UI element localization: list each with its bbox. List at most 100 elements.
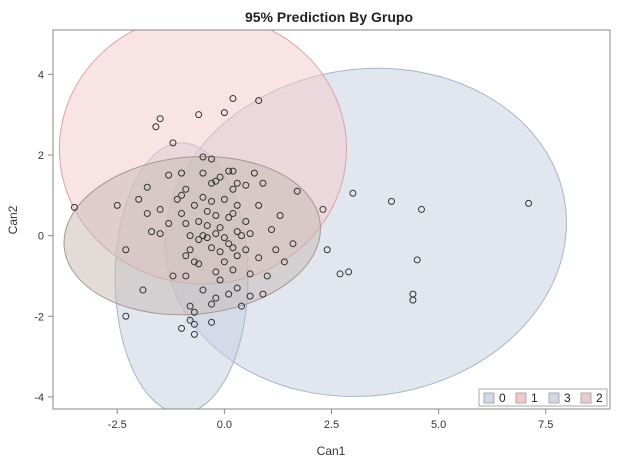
data-point <box>289 240 297 248</box>
data-point <box>220 258 228 266</box>
data-point <box>195 111 203 119</box>
data-point <box>263 272 271 280</box>
data-point <box>199 193 207 201</box>
data-point <box>182 220 190 228</box>
data-point <box>195 260 203 268</box>
data-point <box>229 185 237 193</box>
data-point <box>417 205 425 213</box>
legend-swatch-0 <box>483 392 495 404</box>
data-point <box>143 209 151 217</box>
data-point <box>195 236 203 244</box>
data-point <box>413 256 421 264</box>
chart-title: 95% Prediction By Grupo <box>245 9 413 25</box>
data-point <box>259 290 267 298</box>
data-point <box>156 115 164 123</box>
data-point <box>293 187 301 195</box>
data-point <box>122 312 130 320</box>
legend-label-1: 1 <box>531 391 538 405</box>
data-point <box>319 205 327 213</box>
data-point <box>212 211 220 219</box>
data-point <box>208 300 216 308</box>
y-tick-label: 0 <box>38 231 44 243</box>
data-point <box>190 308 198 316</box>
data-point <box>216 248 224 256</box>
data-point <box>255 97 263 105</box>
x-axis-label: Can1 <box>317 444 346 458</box>
data-point <box>238 232 246 240</box>
data-point <box>208 179 216 187</box>
data-point <box>208 197 216 205</box>
data-point <box>113 201 121 209</box>
data-point <box>186 316 194 324</box>
data-point <box>216 276 224 284</box>
data-point <box>199 169 207 177</box>
data-point <box>182 252 190 260</box>
prediction-ellipse-group-2 <box>63 156 321 316</box>
legend-label-2: 2 <box>596 391 603 405</box>
data-point <box>178 169 186 177</box>
data-point <box>387 197 395 205</box>
data-point <box>255 254 263 262</box>
data-point <box>203 234 211 242</box>
x-tick-label: 7.5 <box>538 419 553 431</box>
data-point <box>280 258 288 266</box>
data-point <box>323 246 331 254</box>
x-tick-label: 2.5 <box>324 419 339 431</box>
data-point <box>199 232 207 240</box>
data-point <box>182 272 190 280</box>
data-point <box>212 268 220 276</box>
data-point <box>203 222 211 230</box>
data-point <box>229 95 237 103</box>
data-point <box>229 266 237 274</box>
legend: 0 1 3 2 <box>478 388 608 407</box>
data-point <box>190 320 198 328</box>
data-point <box>190 258 198 266</box>
data-point <box>169 272 177 280</box>
data-point <box>220 195 228 203</box>
data-point <box>238 302 246 310</box>
data-point <box>186 232 194 240</box>
data-point <box>246 230 254 238</box>
data-point <box>199 286 207 294</box>
data-point <box>336 270 344 278</box>
data-point <box>409 296 417 304</box>
data-point <box>148 228 156 236</box>
data-point <box>233 201 241 209</box>
data-point <box>272 246 280 254</box>
legend-label-0: 0 <box>499 391 506 405</box>
data-point <box>122 246 130 254</box>
data-point <box>246 292 254 300</box>
x-tick-label: 5.0 <box>431 419 446 431</box>
x-tick-label: -2.5 <box>108 419 127 431</box>
data-point <box>156 230 164 238</box>
y-tick-label: 2 <box>38 150 44 162</box>
data-point <box>208 318 216 326</box>
data-point <box>233 179 241 187</box>
data-point <box>186 246 194 254</box>
data-point <box>246 270 254 278</box>
data-point <box>135 195 143 203</box>
data-point <box>182 185 190 193</box>
y-tick-label: -2 <box>34 311 44 323</box>
data-point <box>139 286 147 294</box>
data-point <box>212 230 220 238</box>
data-point <box>165 171 173 179</box>
legend-swatch-3 <box>548 392 560 404</box>
data-point <box>152 123 160 131</box>
data-point <box>190 201 198 209</box>
data-point <box>276 211 284 219</box>
data-point <box>199 153 207 161</box>
data-point <box>195 218 203 226</box>
data-point <box>203 207 211 215</box>
data-point <box>190 330 198 338</box>
data-point <box>242 181 250 189</box>
data-point <box>220 109 228 117</box>
data-point <box>212 294 220 302</box>
data-point <box>229 167 237 175</box>
data-point <box>349 189 357 197</box>
data-point <box>229 209 237 217</box>
data-point <box>216 224 224 232</box>
data-point <box>173 195 181 203</box>
data-point <box>70 203 78 211</box>
